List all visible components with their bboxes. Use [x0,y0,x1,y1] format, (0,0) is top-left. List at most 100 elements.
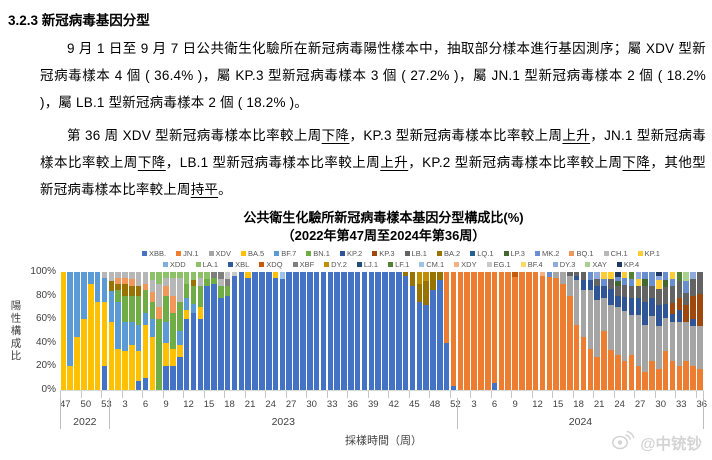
segment-BF7 [94,272,101,302]
x-tick-label [587,398,594,411]
x-tick-label [546,398,553,411]
x-tick-label: 30 [655,399,666,410]
x-tick-mark [593,391,614,398]
legend-swatch [436,251,442,256]
legend-item-BN1: BN.1 [306,248,330,259]
bar-2024-w8 [505,272,512,390]
segment-XBB [238,272,245,390]
segment-XBF [211,272,217,278]
segment-XBB [334,272,340,390]
watermark-text: @中铳钞 [640,435,702,453]
segment-XBB [183,319,190,390]
bar-2023-w39 [368,272,375,390]
segment-CM1 [279,272,286,280]
bar-2023-w6 [142,272,149,390]
segment-BN1 [190,286,197,304]
segment-BA5 [122,351,128,390]
segment-KP2 [580,280,587,290]
bar-2023-w1 [108,272,115,390]
legend-item-DY2: DY.2 [324,259,347,270]
x-tick-label: 52 [450,399,461,410]
segment-XBB [279,279,286,390]
x-tick-label [190,398,197,411]
segment-KP2 [676,309,683,322]
bar-2024-w24 [614,272,621,390]
bar-2023-w11 [176,272,183,390]
legend-item-XBB: XBB. [142,248,166,259]
x-tick-label: 9 [163,399,169,410]
legend-swatch [419,262,425,267]
segment-JN1 [601,331,607,390]
x-tick-label: 36 [696,399,708,410]
segment-BQ1 [170,295,176,314]
segment-XBB [265,272,272,390]
segment-CH1 [108,272,115,282]
legend-label: XAY [592,260,607,269]
segment-BA5 [197,307,204,320]
bar-2022-w50 [81,272,87,390]
bar-2022-w49 [74,272,80,390]
x-tick-label: 50 [80,399,92,410]
segment-LA1 [197,272,204,278]
segment-XBB [197,319,204,390]
x-axis-rows: 47 50 53 3 6 9 12 15 18 21 24 27 30 33 36 39 42 45 48 52 3 6 9… [60,398,708,429]
segment-BN1 [218,286,224,298]
segment-MK2 [614,276,621,282]
segment-XDQ [512,272,518,277]
chart-title: 公共衛生化驗所新冠病毒樣本基因分型構成比(%) [243,210,524,225]
segment-BA5 [108,321,115,390]
x-tick-mark [244,391,266,398]
segment-LP3 [614,281,621,287]
legend-item-XBL: XBL [228,259,249,270]
segment-BF7 [122,321,128,352]
legend-swatch [372,251,378,256]
trend-word: 持平 [190,182,219,197]
bar-2023-w19 [231,272,238,390]
legend-label: BF.4 [527,260,543,269]
segment-LB1 [676,281,683,298]
x-tick-label [361,398,368,411]
segment-XDV [608,305,614,350]
bar-2024-w3 [471,272,477,390]
trend-text: ，KP.2 型新冠病毒樣本比率較上周 [408,155,623,170]
segment-KP1 [601,272,607,280]
bar-2024-w13 [539,272,546,390]
bar-2023-w35 [341,272,347,390]
x-tick-label [498,398,505,411]
segment-LA1 [156,272,163,284]
segment-XBB [327,272,334,390]
legend-item-BA5: BA.5 [240,248,264,259]
x-tick-mark [162,391,184,398]
x-tick-mark [60,391,81,398]
segment-LP3 [642,279,648,287]
legend-label: LJ.1 [363,260,379,269]
x-tick-label [272,398,279,411]
legend-swatch [228,262,234,267]
segment-JN1 [567,295,573,390]
bar-2022-w51 [88,272,94,390]
segment-BN1 [183,283,190,298]
segment-KP1 [656,280,662,289]
segment-JN1 [683,360,689,390]
x-tick-label: 42 [388,399,400,410]
segment-MK2 [642,272,648,280]
x-tick-label: 24 [265,399,276,410]
segment-JN1 [573,325,580,390]
bar-2023-w9 [163,272,169,390]
segment-XDV [601,297,607,331]
segment-BN1 [122,295,128,322]
segment-LB1 [608,279,614,289]
x-tick-mark [326,391,348,398]
x-tick-label [519,398,526,411]
bar-2023-w36 [348,272,354,390]
legend-label: KP.4 [623,260,640,269]
legend-item-XBF: XBF [292,259,315,270]
segment-BA5 [163,342,169,367]
bar-2024-w17 [567,272,573,390]
segment-BA2 [430,272,436,290]
segment-BA2 [190,280,197,287]
legend-label: XBF [299,260,315,269]
y-tick-label: 60% [35,313,56,325]
segment-BN1 [224,286,231,296]
x-tick-label [649,398,656,411]
